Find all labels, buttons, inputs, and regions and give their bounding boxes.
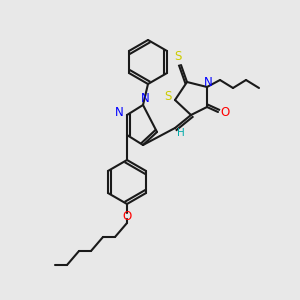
Text: H: H [177,128,185,138]
Text: N: N [141,92,149,106]
Text: N: N [204,76,212,88]
Text: S: S [164,91,172,103]
Text: N: N [115,106,123,118]
Text: S: S [174,50,182,64]
Text: O: O [122,209,132,223]
Text: O: O [220,106,230,118]
